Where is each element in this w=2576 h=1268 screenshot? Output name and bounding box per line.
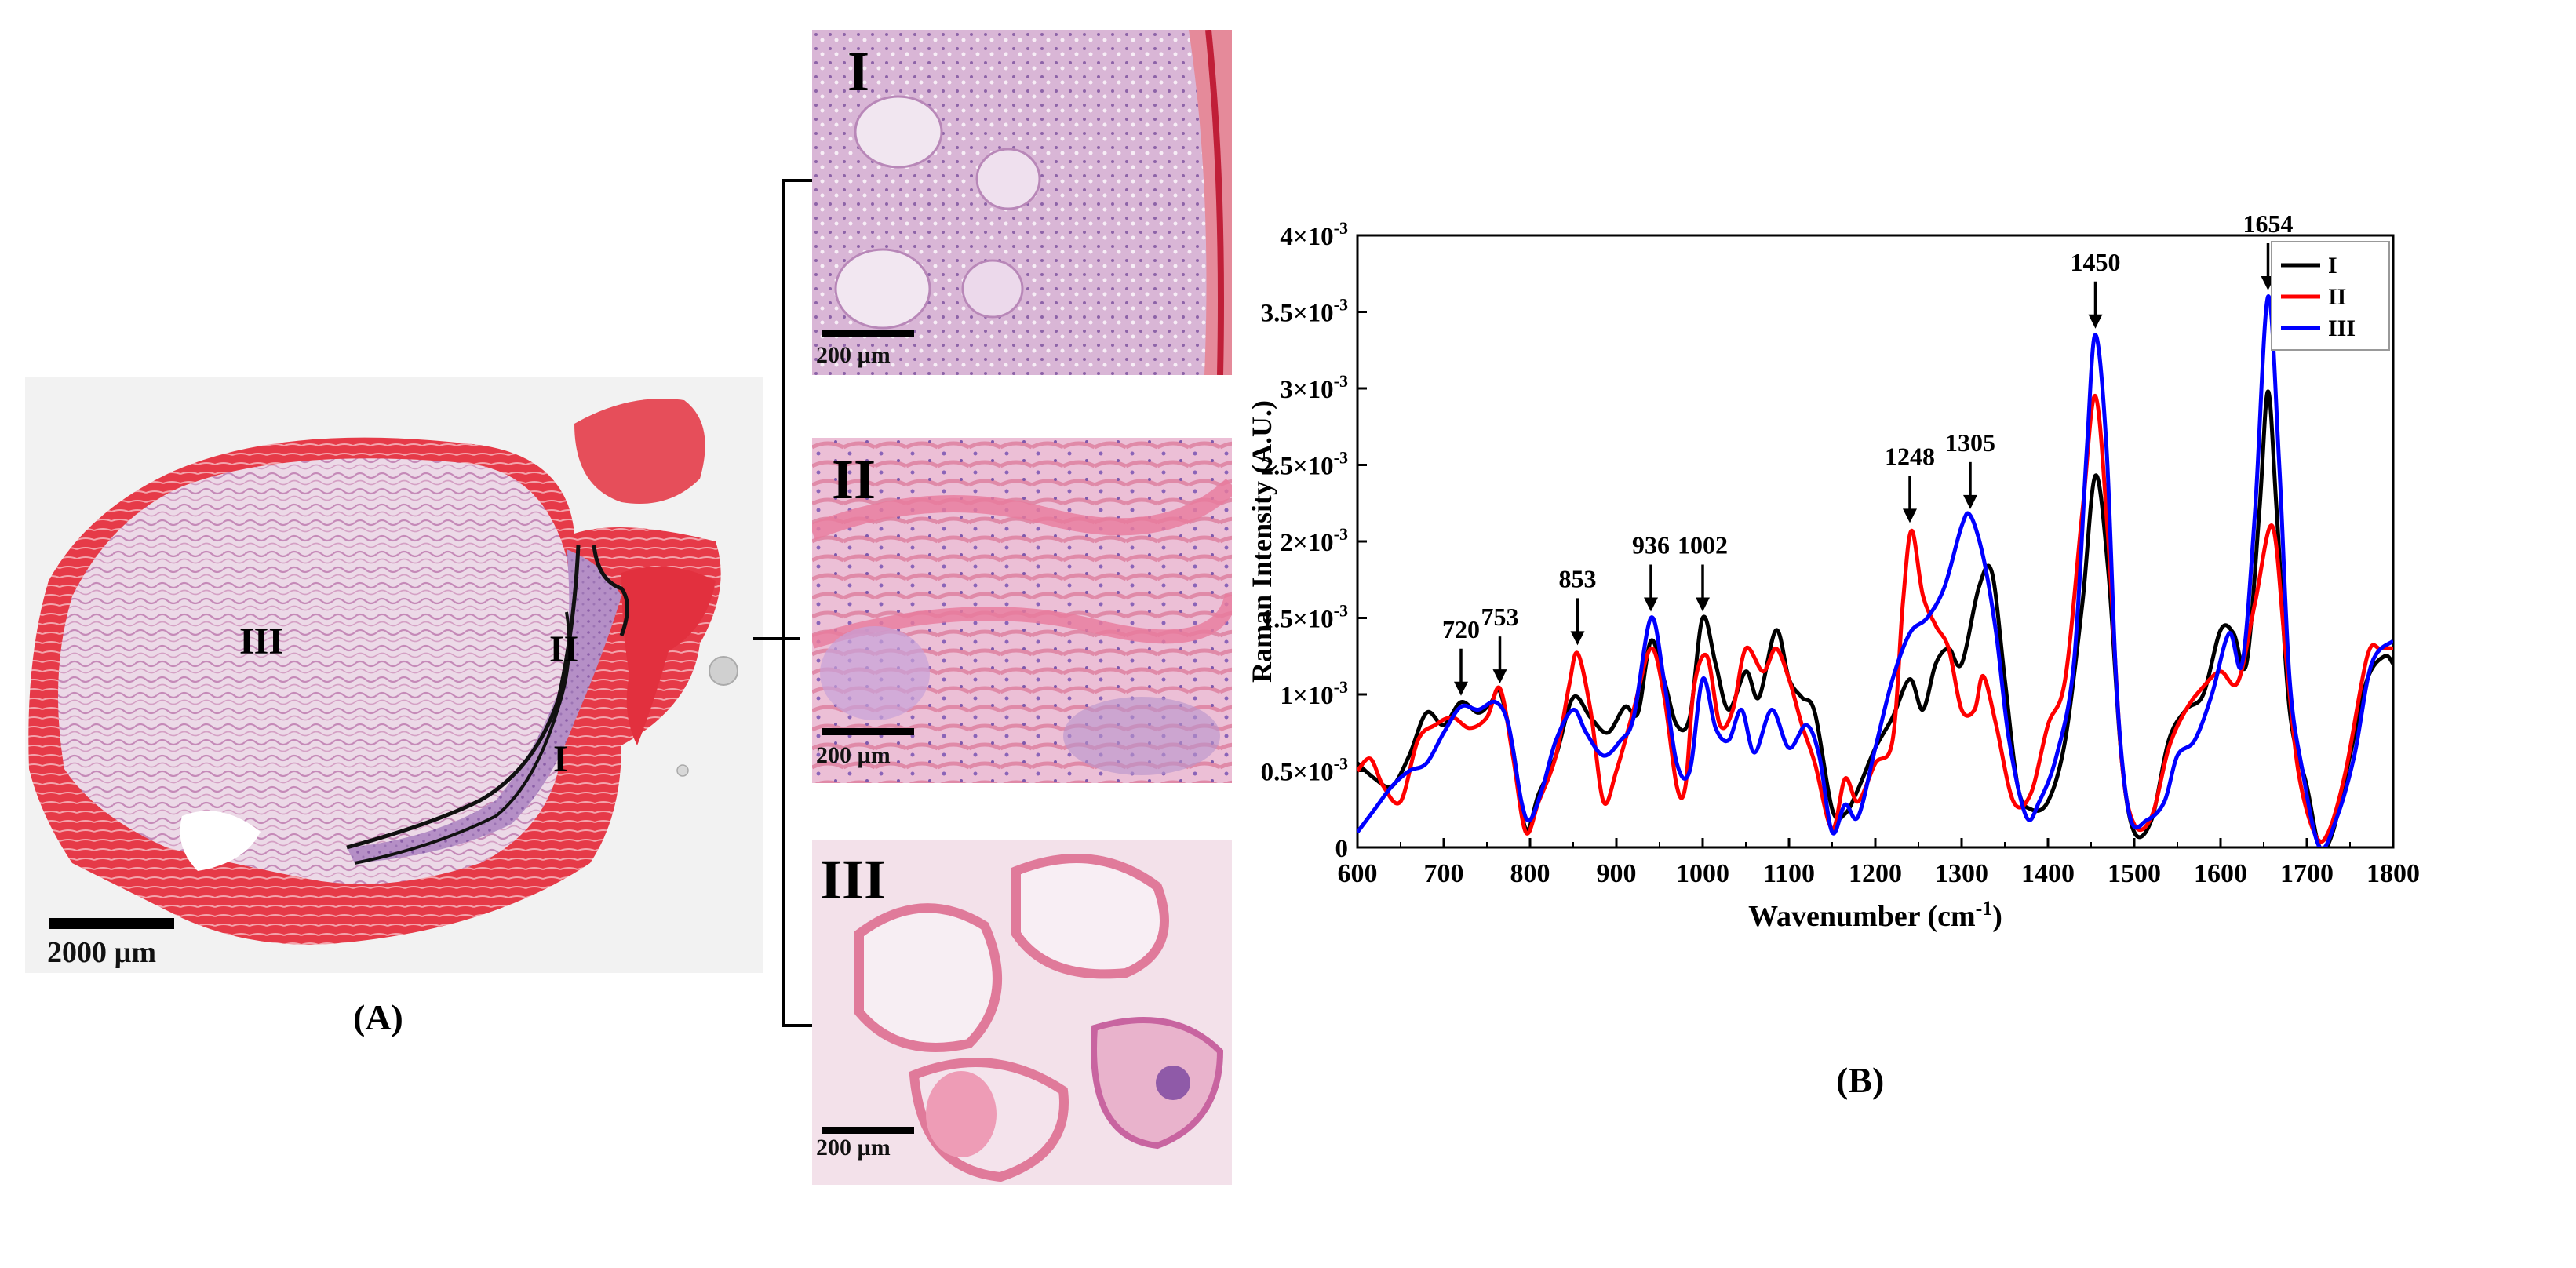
inset-iii-label: III [820, 848, 887, 911]
legend-label-iii: III [2328, 315, 2356, 341]
inset-iii-image [812, 840, 1232, 1185]
y-axis-label: Raman Intensity (A.U.) [1246, 400, 1277, 683]
annotation-arrowhead-753 [1492, 669, 1507, 684]
annotation-arrowhead-853 [1570, 631, 1585, 646]
inset-i [812, 30, 1232, 375]
annotation-label-1654: 1654 [2243, 210, 2294, 238]
annotation-arrowhead-936 [1644, 597, 1658, 612]
y-tick-label-2: 1×10-3 [1280, 677, 1348, 710]
x-tick-label-1600: 1600 [2194, 859, 2247, 888]
annotation-arrowhead-1002 [1696, 597, 1710, 612]
inset-iii [812, 840, 1232, 1185]
x-tick-label-1800: 1800 [2366, 859, 2420, 888]
x-tick-label-700: 700 [1424, 859, 1464, 888]
annotation-arrowhead-1248 [1903, 508, 1917, 523]
x-tick-label-1300: 1300 [1935, 859, 1988, 888]
bracket-horizontal [753, 637, 800, 640]
bracket-vertical [782, 179, 785, 1026]
legend-label-i: I [2328, 253, 2337, 279]
inset-iii-scale: 200 µm [816, 1135, 891, 1161]
y-tick-label-1: 0.5×10-3 [1261, 754, 1348, 787]
slide-image [25, 377, 763, 973]
x-axis-label: Wavenumber (cm-1) [1748, 897, 2002, 933]
annotation-label-936: 936 [1632, 531, 1670, 559]
raman-chart: 600 700 800 900 1000 1100 1200 1300 1400 1500 1600… [1246, 210, 2420, 933]
x-tick-label-1200: 1200 [1849, 859, 1902, 888]
annotation-label-753: 753 [1481, 603, 1519, 631]
inset-i-label: I [847, 40, 870, 103]
bracket-bottom [782, 1024, 813, 1027]
panel-a-scale-label: 2000 µm [47, 936, 157, 969]
annotation-label-1305: 1305 [1945, 428, 1995, 457]
annotation-label-853: 853 [1559, 564, 1597, 592]
annotation-label-1002: 1002 [1678, 531, 1728, 559]
inset-ii-scale: 200 µm [816, 742, 891, 768]
annotation-label-720: 720 [1442, 615, 1480, 643]
bracket-top [782, 179, 813, 182]
inset-i-scale: 200 µm [816, 342, 891, 368]
x-tick-label-1100: 1100 [1763, 859, 1815, 888]
inset-ii [812, 438, 1232, 783]
x-tick-label-900: 900 [1597, 859, 1637, 888]
series-line-iii [1357, 294, 2393, 847]
annotation-arrowhead-720 [1454, 681, 1468, 696]
x-tick-label-1400: 1400 [2021, 859, 2075, 888]
y-tick-label-8: 4×10-3 [1280, 218, 1348, 251]
x-tick-label-600: 600 [1338, 859, 1378, 888]
legend-label-ii: II [2328, 284, 2346, 310]
annotation-arrowhead-1450 [2088, 314, 2103, 329]
y-tick-label-6: 3×10-3 [1280, 371, 1348, 404]
annotation-arrowhead-1305 [1963, 494, 1977, 509]
y-tick-label-4: 2×10-3 [1280, 524, 1348, 557]
panel-b-label: (B) [1836, 1060, 1885, 1100]
inset-i-image [812, 30, 1232, 375]
x-tick-label-800: 800 [1510, 859, 1550, 888]
y-tick-label-3: 1.5×10-3 [1261, 601, 1348, 634]
x-tick-label-1700: 1700 [2280, 859, 2334, 888]
panel-a [25, 377, 763, 973]
y-tick-label-0: 0 [1335, 835, 1349, 863]
region-label-iii: III [239, 621, 284, 662]
region-label-i: I [553, 738, 568, 780]
inset-ii-image [812, 438, 1232, 783]
y-tick-label-5: 2.5×10-3 [1261, 448, 1348, 481]
region-label-ii: II [549, 629, 579, 670]
inset-ii-label: II [832, 448, 876, 511]
annotation-label-1248: 1248 [1885, 442, 1935, 470]
x-tick-label-1500: 1500 [2108, 859, 2161, 888]
y-tick-label-7: 3.5×10-3 [1261, 295, 1348, 328]
panel-a-label: (A) [353, 997, 403, 1037]
annotation-label-1450: 1450 [2071, 248, 2121, 276]
x-tick-label-1000: 1000 [1676, 859, 1729, 888]
